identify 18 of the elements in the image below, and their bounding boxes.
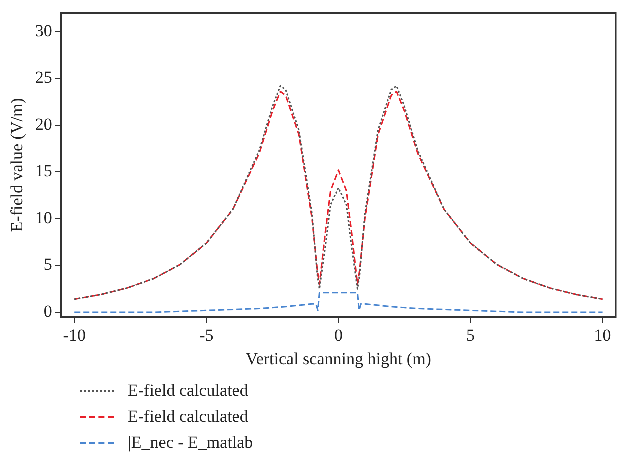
x-tick-label: -5 xyxy=(200,326,214,345)
line-series xyxy=(74,292,604,314)
y-tick-label: 25 xyxy=(35,68,52,88)
legend-label: E-field calculated xyxy=(128,381,248,401)
x-tick-label: 0 xyxy=(334,326,343,345)
y-tick-label: 20 xyxy=(35,114,52,134)
y-tick-label: 0 xyxy=(44,302,52,321)
x-axis-title: Vertical scanning hight (m) xyxy=(246,349,432,368)
y-axis-title: E-field value (V/m) xyxy=(8,98,27,232)
legend-label: E-field calculated xyxy=(128,407,248,427)
y-tick-label: 5 xyxy=(44,255,52,274)
x-tick-label: 5 xyxy=(466,326,475,345)
x-tick-label: 10 xyxy=(594,326,612,345)
y-tick-label: 30 xyxy=(35,21,52,40)
x-tick-label: -10 xyxy=(63,326,86,345)
y-tick-label: 10 xyxy=(35,208,52,228)
legend-label: |E_nec - E_matlab xyxy=(128,433,254,453)
y-tick-label: 15 xyxy=(35,162,52,181)
